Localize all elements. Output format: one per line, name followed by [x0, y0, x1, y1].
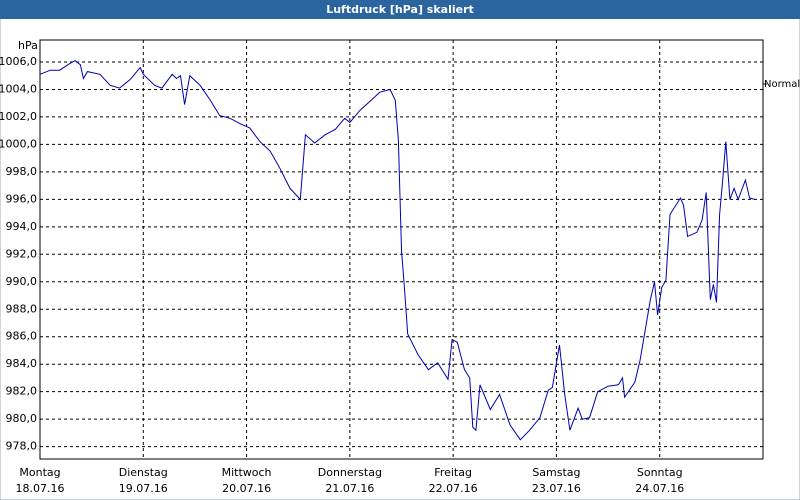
y-tick-label: 1000,0	[0, 137, 37, 150]
y-tick-label: 998,0	[6, 165, 38, 178]
x-tick-label: Samstag	[532, 466, 580, 479]
y-axis-label: hPa	[18, 39, 38, 52]
y-tick-label: 996,0	[6, 192, 38, 205]
y-tick-label: 994,0	[6, 220, 38, 233]
y-tick-label: 984,0	[6, 357, 38, 370]
pressure-line	[39, 60, 755, 441]
y-tick-label: 982,0	[6, 385, 38, 398]
x-tick-label: Donnerstag	[318, 466, 382, 479]
y-tick-label: 978,0	[6, 440, 38, 453]
y-tick-label: 1004,0	[0, 82, 37, 95]
y-tick-label: 992,0	[6, 247, 38, 260]
x-tick-label: Mittwoch	[222, 466, 272, 479]
x-tick-label: Sonntag	[637, 466, 683, 479]
chart-title: Luftdruck [hPa] skaliert	[326, 3, 474, 16]
x-tick-date: 19.07.16	[119, 482, 168, 495]
title-bar	[0, 0, 800, 19]
y-tick-label: 1002,0	[0, 110, 37, 123]
x-tick-label: Montag	[19, 466, 60, 479]
y-tick-label: 980,0	[6, 412, 38, 425]
y-tick-label: 990,0	[6, 275, 38, 288]
plot-frame	[39, 39, 764, 460]
y-tick-label: 1006,0	[0, 55, 37, 68]
x-tick-label: Dienstag	[119, 466, 168, 479]
x-tick-label: Freitag	[434, 466, 472, 479]
normal-label: Normal	[764, 79, 800, 90]
x-tick-date: 24.07.16	[635, 482, 684, 495]
x-tick-date: 18.07.16	[16, 482, 65, 495]
y-tick-label: 986,0	[6, 330, 38, 343]
x-tick-date: 23.07.16	[532, 482, 581, 495]
x-tick-date: 21.07.16	[325, 482, 374, 495]
x-tick-date: 22.07.16	[429, 482, 478, 495]
y-tick-label: 988,0	[6, 302, 38, 315]
x-tick-date: 20.07.16	[222, 482, 271, 495]
